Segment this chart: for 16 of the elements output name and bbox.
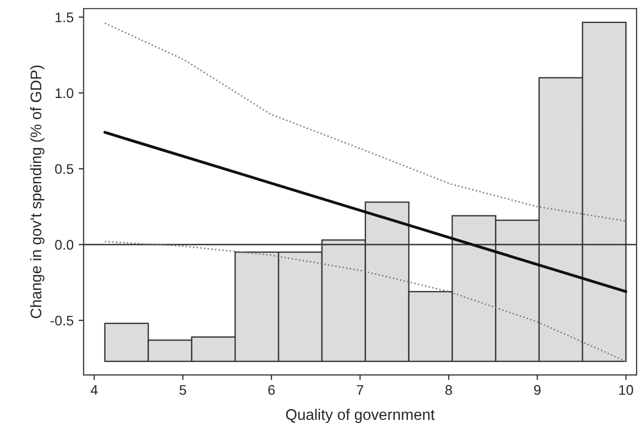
x-tick-label: 10 <box>619 385 634 395</box>
line-series <box>104 240 627 362</box>
x-tick-label: 7 <box>356 385 364 395</box>
y-tick-label: 0.0 <box>55 240 74 250</box>
y-tick-label: 0.5 <box>55 164 74 174</box>
y-tick-label: 1.0 <box>56 88 74 98</box>
x-tick-label: 6 <box>268 385 275 395</box>
y-tick-label: 1.5 <box>56 12 74 22</box>
y-axis-title: Change in gov't spending (% of GDP) <box>30 66 44 318</box>
x-axis-title: Quality of government <box>286 408 435 423</box>
x-tick-label: 5 <box>180 385 186 395</box>
line-series <box>104 22 627 222</box>
y-tick-label: -0.5 <box>50 316 74 326</box>
x-tick-label: 8 <box>445 385 452 395</box>
x-tick-label: 4 <box>90 385 98 395</box>
x-tick-label: 9 <box>534 385 541 395</box>
